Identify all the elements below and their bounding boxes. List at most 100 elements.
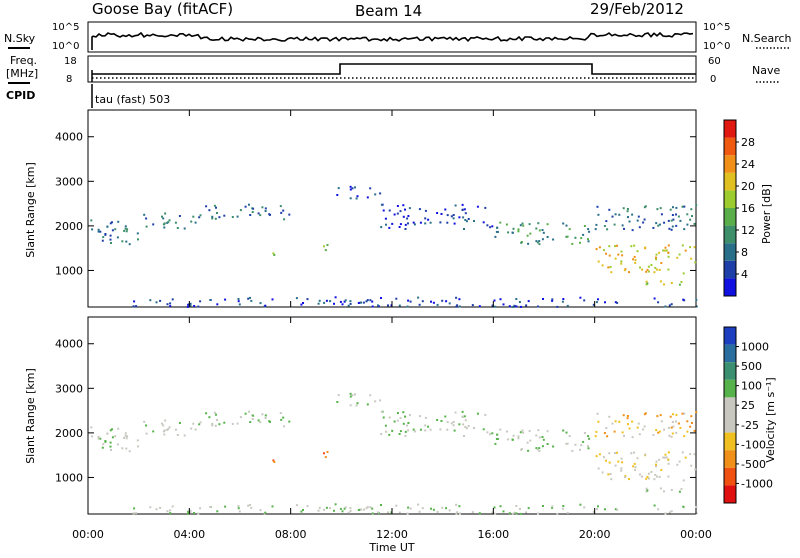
velocity-echo-cell [407, 506, 410, 509]
power-echo-cell [505, 223, 508, 226]
velocity-echo-cell [464, 426, 467, 428]
velocity-echo-cell [198, 423, 201, 426]
power-echo-cell [192, 215, 195, 218]
velocity-echo-cell [670, 489, 673, 491]
power-echo-cell [273, 254, 276, 256]
power-echo-cell [238, 303, 241, 306]
velocity-echo-cell [664, 453, 667, 456]
power-echo-cell [571, 242, 574, 245]
velocity-echo-cell [675, 420, 677, 423]
power-echo-cell [101, 239, 104, 242]
velocity-echo-cell [336, 401, 339, 403]
power-echo-cell [302, 302, 304, 304]
power-echo-cell [97, 230, 100, 233]
velocity-echo-cell [371, 512, 374, 515]
velocity-echo-cell [145, 424, 148, 427]
power-echo-cell [167, 221, 170, 224]
power-panel-frame [87, 109, 697, 308]
power-echo-cell [387, 304, 389, 307]
velocity-echo-cell [601, 471, 604, 474]
power-echo-cell [454, 204, 457, 207]
power-echo-cell [419, 221, 422, 224]
power-echo-cell [556, 305, 559, 308]
velocity-echo-cell [429, 428, 432, 431]
velocity-echo-cell [413, 430, 416, 433]
power-echo-cell [565, 235, 568, 238]
power-echo-cell [461, 208, 464, 211]
velocity-echo-cell [628, 478, 630, 481]
power-echo-cell [693, 246, 696, 249]
power-echo-cell [672, 206, 674, 209]
velocity-echo-cell [647, 472, 650, 475]
velocity-echo-cell [511, 438, 514, 441]
power-echo-cell [162, 217, 165, 220]
velocity-echo-cell [102, 443, 105, 446]
power-echo-cell [189, 302, 192, 305]
power-echo-cell [679, 219, 682, 222]
power-echo-cell [91, 228, 94, 231]
power-echo-cell [417, 296, 420, 299]
velocity-echo-cell [334, 503, 337, 506]
power-echo-cell [579, 241, 581, 244]
velocity-echo-cell [595, 508, 598, 511]
velocity-echo-cell [517, 437, 520, 440]
power-echo-cell [515, 298, 518, 300]
power-echo-cell [208, 209, 211, 212]
power-echo-cell [360, 301, 363, 304]
power-echo-cell [664, 305, 667, 308]
power-colorbar-segment [724, 137, 736, 156]
velocity-echo-cell [109, 441, 112, 444]
velocity-echo-cell [633, 462, 636, 465]
velocity-echo-cell [106, 432, 109, 435]
power-echo-cell [499, 298, 502, 301]
power-echo-cell [333, 302, 335, 305]
power-echo-cell [174, 221, 177, 224]
velocity-echo-cell [695, 512, 698, 515]
velocity-echo-cell [380, 504, 382, 506]
velocity-echo-cell [663, 456, 666, 459]
power-echo-cell [620, 260, 623, 263]
velocity-echo-cell [424, 429, 427, 432]
power-echo-cell [551, 299, 554, 302]
freq-panel [87, 55, 697, 83]
velocity-colorbar-segment [724, 415, 736, 433]
velocity-echo-cell [237, 507, 240, 510]
velocity-echo-cell [620, 469, 623, 472]
power-echo-cell [288, 213, 291, 216]
power-echo-cell [499, 221, 502, 224]
power-echo-cell [512, 227, 515, 230]
power-echo-cell [541, 238, 544, 241]
power-echo-cell [519, 224, 522, 227]
velocity-echo-cell [264, 511, 267, 514]
velocity-echo-cell [369, 506, 372, 509]
power-echo-cell [124, 227, 127, 230]
power-echo-cell [537, 222, 540, 225]
power-echo-cell [283, 218, 286, 221]
power-echo-cell [628, 220, 631, 223]
velocity-echo-cell [650, 471, 653, 473]
velocity-echo-cell [664, 512, 667, 515]
velocity-echo-cell [478, 512, 481, 515]
power-echo-cell [272, 252, 275, 255]
power-echo-cell [535, 240, 538, 243]
power-echo-cell [517, 228, 520, 231]
power-echo-cell [654, 266, 657, 269]
power-echo-cell [145, 225, 148, 228]
power-echo-cell [237, 298, 240, 300]
velocity-echo-cell [123, 436, 126, 439]
nsky-label: N.Sky [4, 32, 36, 45]
velocity-echo-cell [655, 460, 658, 463]
power-echo-cell [458, 298, 461, 301]
velocity-echo-cell [168, 426, 171, 429]
power-echo-cell [121, 240, 124, 243]
power-echo-cell [349, 188, 352, 191]
power-echo-cell [491, 225, 494, 228]
power-colorbar-segment [724, 155, 736, 173]
velocity-echo-cell [143, 420, 146, 423]
nsky-tick-bottom: 10^0 [52, 41, 79, 52]
velocity-colorbar-tick-label: 100 [741, 380, 762, 393]
power-echo-cell [388, 209, 391, 212]
power-echo-cell [686, 223, 689, 226]
velocity-echo-cell [318, 506, 321, 509]
power-echo-cell [109, 234, 112, 237]
